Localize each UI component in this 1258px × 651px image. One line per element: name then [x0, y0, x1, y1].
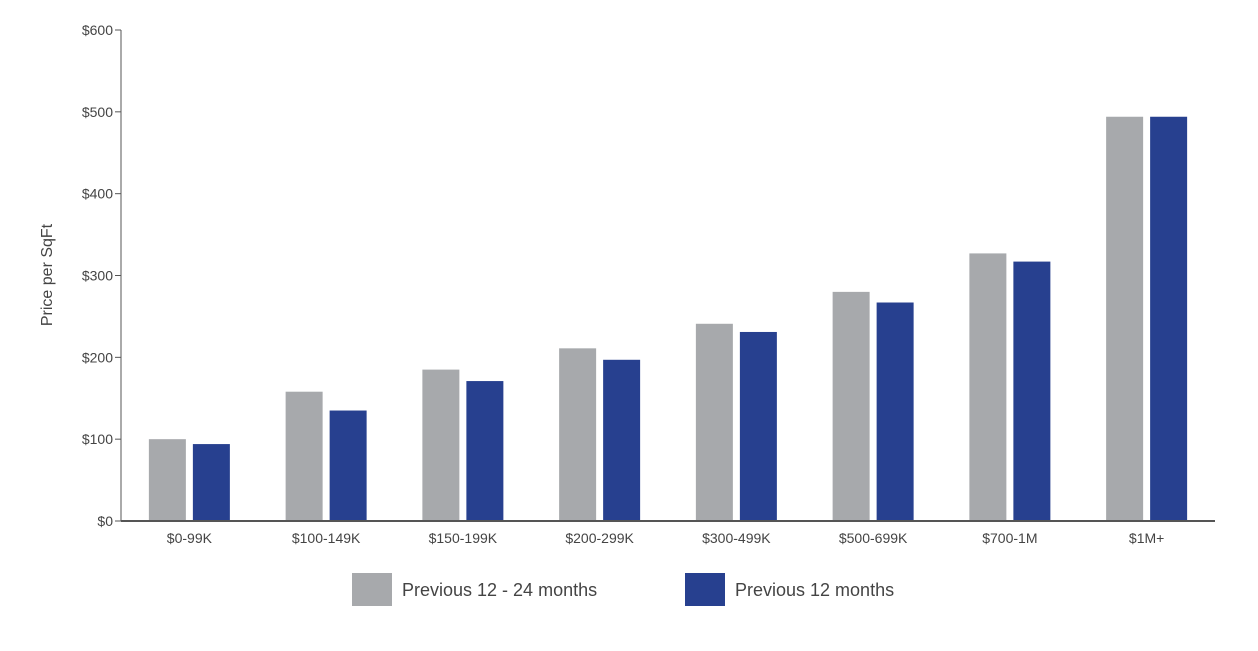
- bar-previous-12-months-1m: [1150, 116, 1188, 521]
- legend-swatch-previous-12-months: [685, 573, 725, 606]
- bar-previous-12-24-months-200-299k: [559, 348, 597, 521]
- x-axis-ticks: $0-99K $100-149K $150-199K $200-299K $300-49…: [167, 530, 1165, 546]
- y-tick-label: $300: [82, 268, 113, 284]
- bar-previous-12-24-months-100-149k: [285, 391, 323, 521]
- x-tick-label: $200-299K: [565, 530, 634, 546]
- bar-previous-12-months-300-499k: [739, 331, 777, 521]
- bar-previous-12-24-months-500-699k: [832, 291, 870, 521]
- bar-previous-12-months-150-199k: [466, 381, 504, 521]
- y-tick-label: $200: [82, 349, 113, 365]
- bar-previous-12-24-months-700-1m: [969, 253, 1007, 521]
- bar-previous-12-24-months-0-99k: [148, 439, 186, 521]
- x-tick-label: $0-99K: [167, 530, 213, 546]
- legend-swatch-previous-12-24-months: [352, 573, 392, 606]
- legend-label-previous-12-24-months: Previous 12 - 24 months: [402, 580, 597, 600]
- bar-previous-12-months-200-299k: [603, 359, 641, 521]
- x-tick-label: $1M+: [1129, 530, 1164, 546]
- x-tick-label: $300-499K: [702, 530, 771, 546]
- bar-previous-12-24-months-150-199k: [422, 369, 460, 521]
- bar-previous-12-months-500-699k: [876, 302, 914, 521]
- bars-group: [148, 116, 1188, 521]
- legend-label-previous-12-months: Previous 12 months: [735, 580, 894, 600]
- y-tick-label: $400: [82, 186, 113, 202]
- bar-previous-12-months-700-1m: [1013, 261, 1051, 521]
- legend: Previous 12 - 24 months Previous 12 mont…: [352, 573, 894, 606]
- x-tick-label: $150-199K: [429, 530, 498, 546]
- y-tick-label: $500: [82, 104, 113, 120]
- y-tick-label: $600: [82, 22, 113, 38]
- x-tick-label: $500-699K: [839, 530, 908, 546]
- y-tick-label: $100: [82, 431, 113, 447]
- bar-previous-12-months-100-149k: [329, 410, 367, 521]
- y-axis-title: Price per SqFt: [39, 223, 56, 326]
- y-axis-ticks: $0 $100 $200 $300 $400 $500 $600: [82, 22, 121, 529]
- x-tick-label: $100-149K: [292, 530, 361, 546]
- bar-previous-12-24-months-1m: [1106, 116, 1144, 521]
- bar-previous-12-24-months-300-499k: [695, 323, 733, 521]
- x-tick-label: $700-1M: [982, 530, 1037, 546]
- bar-previous-12-months-0-99k: [192, 444, 230, 521]
- y-tick-label: $0: [97, 513, 113, 529]
